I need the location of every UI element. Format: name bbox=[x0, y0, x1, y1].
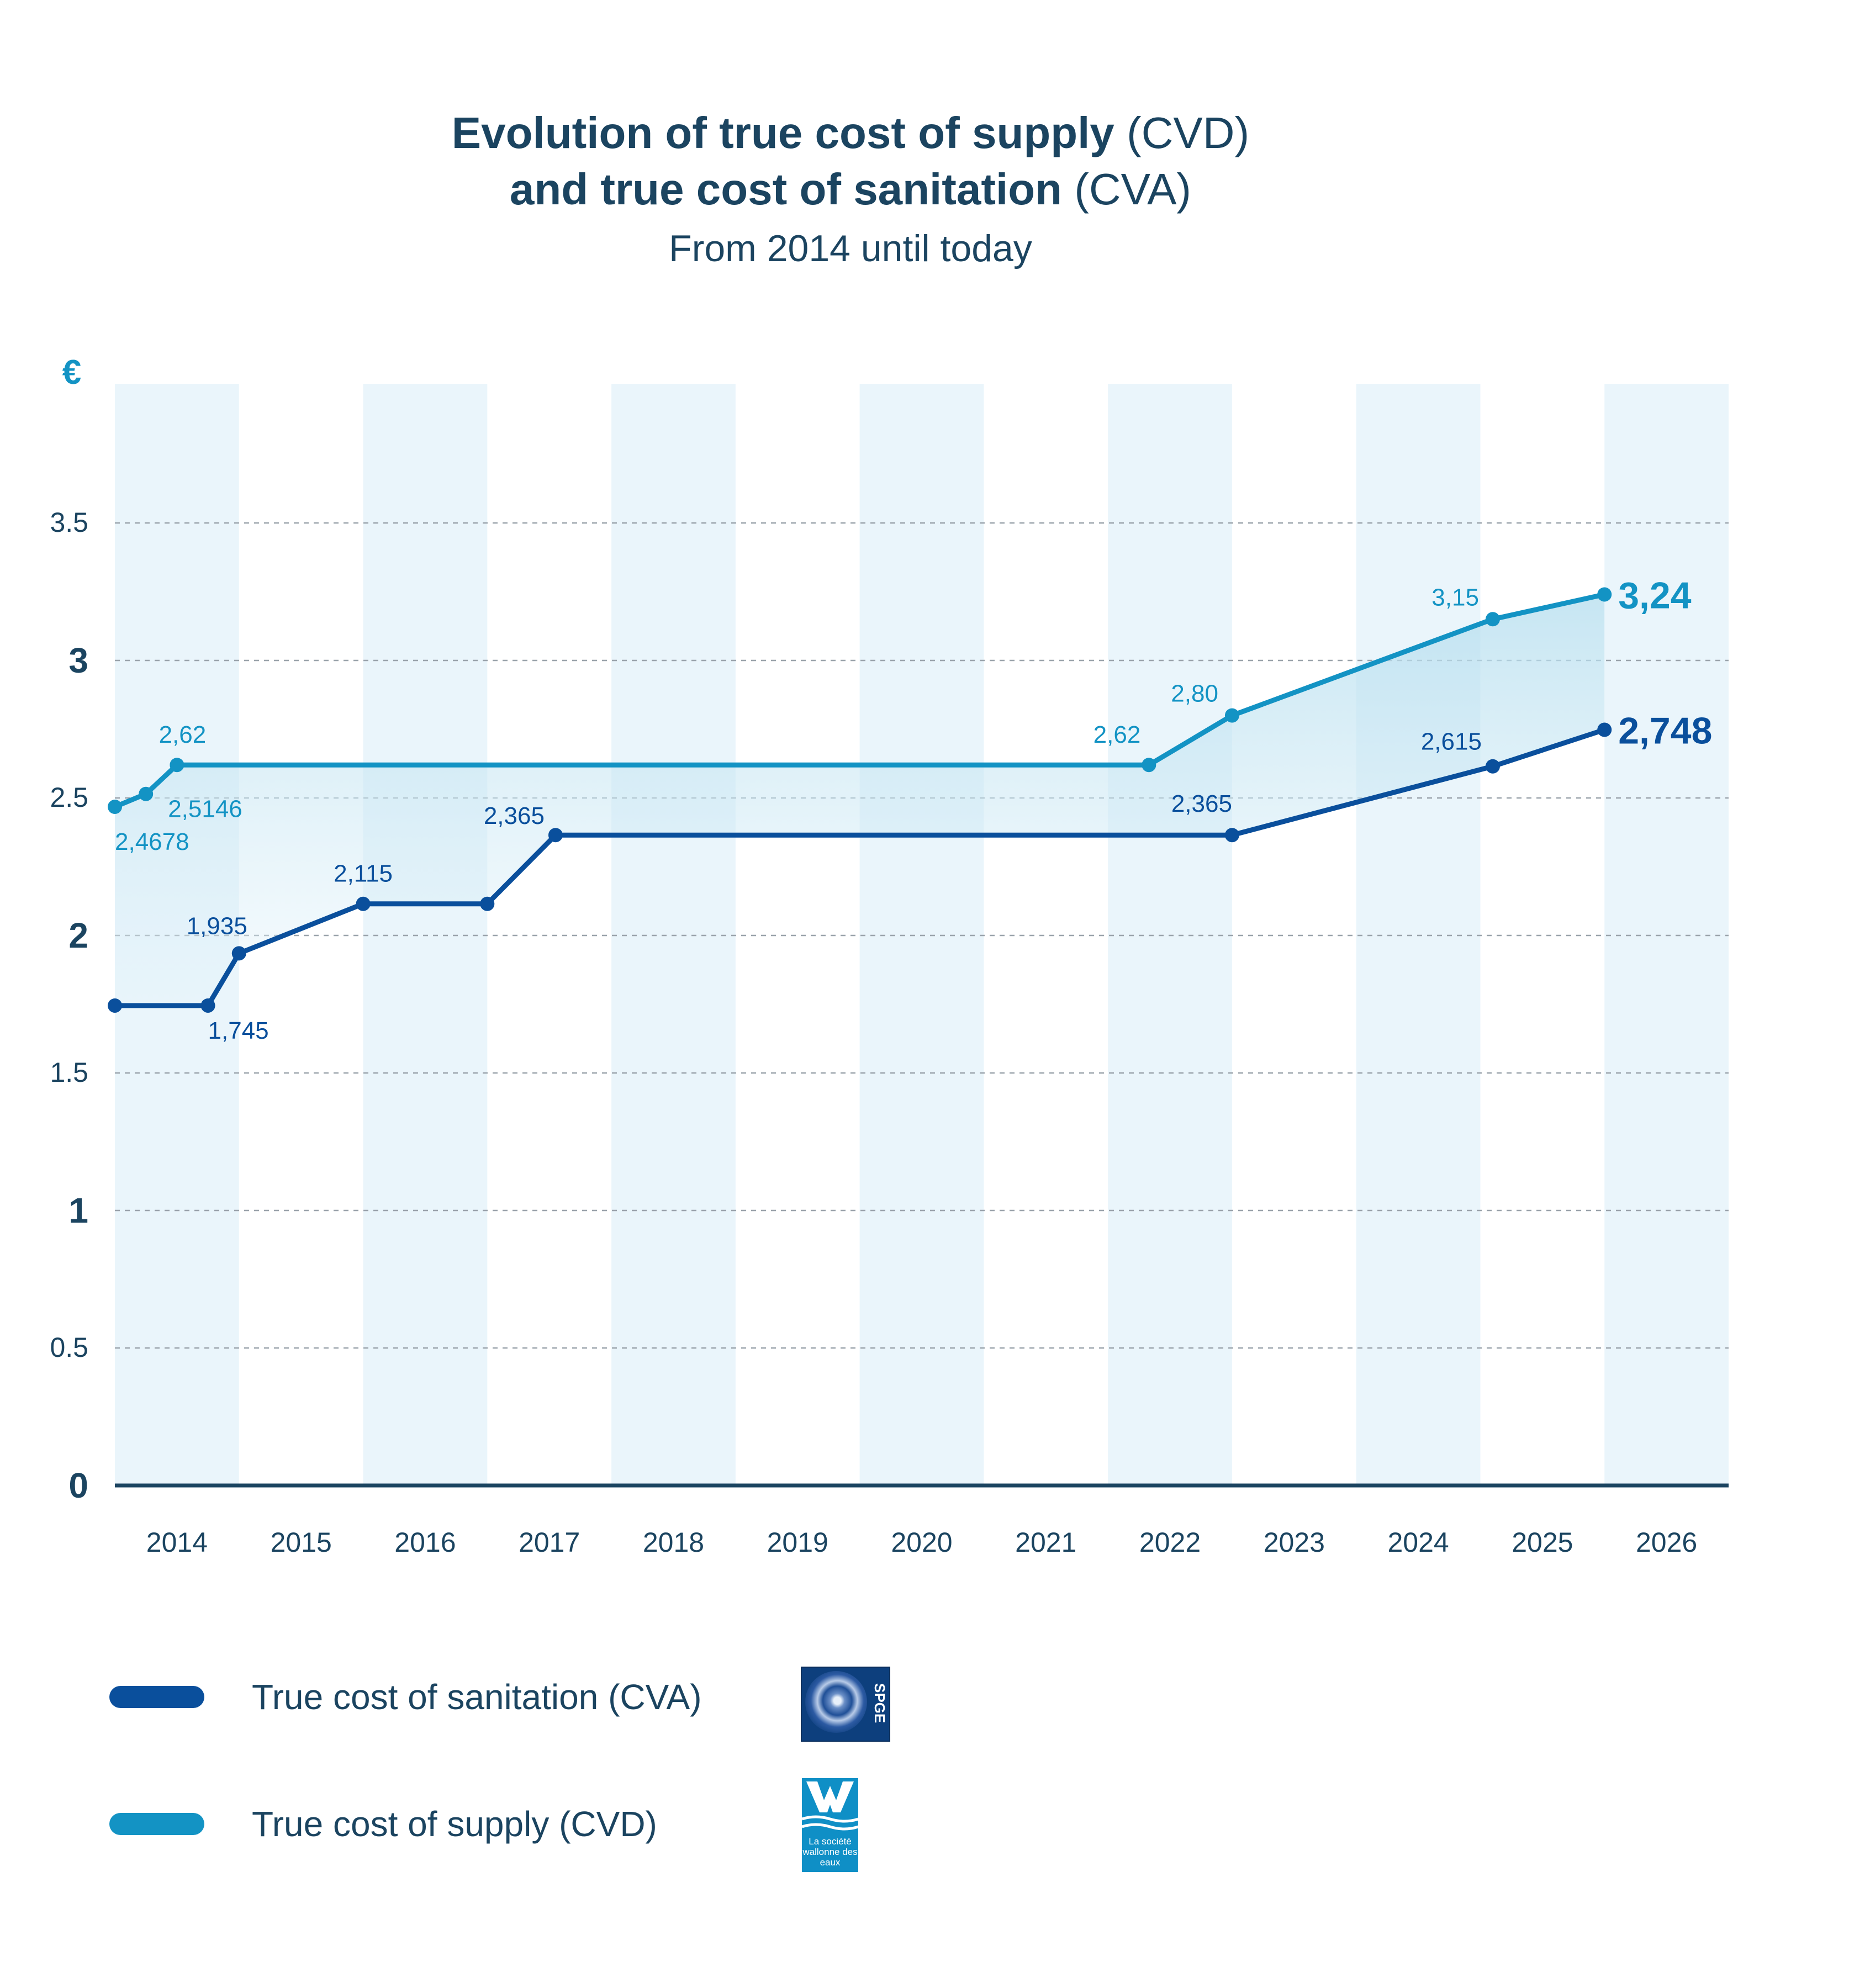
supply-point bbox=[170, 758, 184, 773]
supply-point bbox=[108, 800, 122, 815]
swde-w-icon bbox=[806, 1781, 854, 1812]
sanitation-data-label: 2,365 bbox=[484, 802, 545, 829]
sanitation-point bbox=[480, 896, 495, 911]
x-tick-label: 2016 bbox=[394, 1527, 456, 1558]
title-line-2-bold: and true cost of sanitation bbox=[509, 165, 1062, 214]
year-band bbox=[1108, 384, 1232, 1485]
supply-data-label: 3,15 bbox=[1431, 584, 1479, 611]
supply-point bbox=[1597, 587, 1612, 602]
y-tick-label: 3 bbox=[68, 641, 88, 680]
supply-data-label: 2,62 bbox=[159, 721, 207, 748]
y-tick-label: 3.5 bbox=[50, 507, 88, 538]
year-band bbox=[1356, 384, 1481, 1485]
sanitation-data-label: 2,365 bbox=[1171, 790, 1232, 817]
chart-canvas: 0 0.5 1 1.5 2 2.5 3 3.5 €2014 2015 2016 2017 2018 201… bbox=[50, 353, 1729, 1558]
x-tick-label: 2018 bbox=[643, 1527, 704, 1558]
y-tick-label: 1.5 bbox=[50, 1057, 88, 1088]
sanitation-data-label: 1,935 bbox=[187, 912, 247, 939]
supply-point bbox=[1142, 758, 1156, 773]
x-tick-label: 2020 bbox=[891, 1527, 952, 1558]
spge-swirl-icon bbox=[805, 1671, 867, 1733]
title-line-2: and true cost of sanitation (CVA) bbox=[0, 161, 1701, 218]
supply-point bbox=[1224, 708, 1239, 723]
chart-subtitle: From 2014 until today bbox=[669, 227, 1032, 269]
y-tick-label: 2 bbox=[68, 916, 88, 955]
sanitation-point bbox=[548, 828, 563, 843]
y-tick-label: 2.5 bbox=[50, 782, 88, 813]
y-tick-label: 1 bbox=[68, 1191, 88, 1230]
sanitation-data-label: 2,615 bbox=[1421, 728, 1482, 755]
legend-label-sanitation: True cost of sanitation (CVA) bbox=[252, 1677, 702, 1717]
x-tick-label: 2019 bbox=[767, 1527, 828, 1558]
spge-logo-text: SPGE bbox=[871, 1683, 888, 1723]
legend-swatch-sanitation bbox=[109, 1686, 204, 1708]
sanitation-point bbox=[1485, 759, 1500, 774]
year-band bbox=[859, 384, 984, 1485]
year-band bbox=[611, 384, 736, 1485]
x-tick-label: 2025 bbox=[1512, 1527, 1573, 1558]
sanitation-point bbox=[108, 998, 122, 1013]
sanitation-point bbox=[1597, 722, 1612, 737]
legend-swatch-supply bbox=[109, 1813, 204, 1835]
legend-label-supply: True cost of supply (CVD) bbox=[252, 1804, 657, 1844]
sanitation-data-label: 2,115 bbox=[334, 860, 393, 887]
supply-point bbox=[139, 786, 154, 801]
y-tick-label: 0 bbox=[68, 1466, 88, 1505]
swde-logo: La société wallonne des eaux bbox=[802, 1778, 858, 1872]
sanitation-point bbox=[356, 896, 371, 911]
sanitation-point bbox=[1224, 828, 1239, 843]
swde-wave-icon bbox=[802, 1815, 858, 1831]
year-band bbox=[363, 384, 488, 1485]
y-tick-label: 0.5 bbox=[50, 1332, 88, 1363]
supply-data-label: 2,62 bbox=[1093, 721, 1141, 748]
sanitation-data-label: 2,748 bbox=[1618, 710, 1712, 752]
supply-data-label: 3,24 bbox=[1618, 574, 1692, 616]
spge-logo: SPGE bbox=[801, 1667, 890, 1742]
x-tick-label: 2021 bbox=[1015, 1527, 1076, 1558]
chart-title: Evolution of true cost of supply (CVD) a… bbox=[0, 105, 1701, 273]
x-tick-label: 2026 bbox=[1636, 1527, 1697, 1558]
x-tick-label: 2017 bbox=[519, 1527, 580, 1558]
swde-logo-text: La société wallonne des eaux bbox=[802, 1836, 858, 1868]
supply-data-label: 2,5146 bbox=[168, 796, 242, 823]
x-tick-label: 2015 bbox=[271, 1527, 332, 1558]
supply-point bbox=[1485, 612, 1500, 627]
supply-data-label: 2,4678 bbox=[115, 828, 189, 855]
sanitation-data-label: 1,745 bbox=[208, 1017, 269, 1044]
x-tick-label: 2023 bbox=[1264, 1527, 1325, 1558]
sanitation-point bbox=[200, 998, 215, 1013]
sanitation-point bbox=[231, 946, 246, 961]
title-line-1: Evolution of true cost of supply (CVD) bbox=[0, 105, 1701, 161]
x-tick-label: 2022 bbox=[1139, 1527, 1201, 1558]
title-line-1-light: (CVD) bbox=[1127, 108, 1250, 157]
x-tick-label: 2024 bbox=[1387, 1527, 1449, 1558]
title-line-1-bold: Evolution of true cost of supply bbox=[451, 108, 1114, 157]
legend-item-sanitation: True cost of sanitation (CVA) bbox=[109, 1677, 702, 1717]
supply-data-label: 2,80 bbox=[1171, 680, 1218, 707]
x-tick-label: 2014 bbox=[146, 1527, 208, 1558]
year-band bbox=[1604, 384, 1729, 1485]
legend-item-supply: True cost of supply (CVD) bbox=[109, 1804, 657, 1844]
title-line-2-light: (CVA) bbox=[1074, 165, 1192, 214]
y-axis-label: € bbox=[62, 353, 81, 392]
